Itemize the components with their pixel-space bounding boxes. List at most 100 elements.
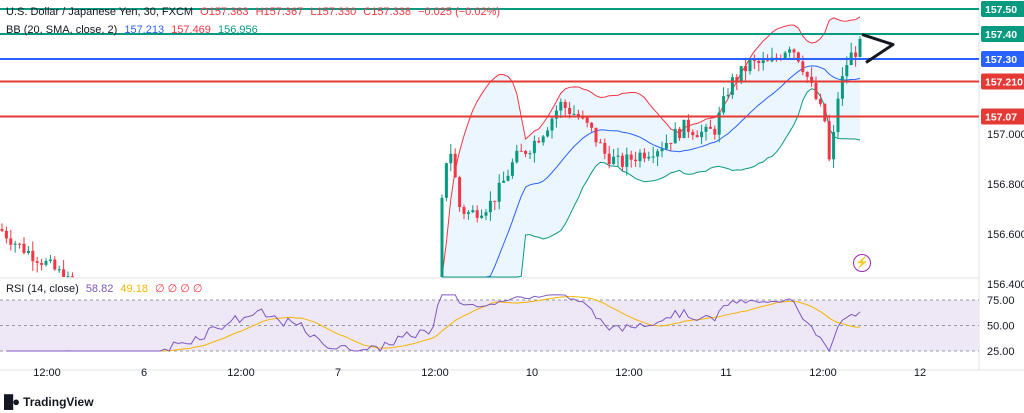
candle-body <box>598 142 602 144</box>
candle <box>761 51 765 71</box>
candle-body <box>572 113 576 115</box>
rsi-tick-label: 50.00 <box>987 321 1015 333</box>
candle-body <box>546 130 550 137</box>
candle-body <box>35 261 39 263</box>
candle <box>616 147 620 167</box>
candle-body <box>603 142 607 154</box>
candle-body <box>590 122 594 128</box>
candle <box>524 149 528 158</box>
candle-body <box>805 72 809 77</box>
candle-body <box>704 126 708 132</box>
candle-body <box>845 65 849 77</box>
candle-body <box>506 175 510 181</box>
candle-body <box>744 66 748 72</box>
candle-body <box>26 250 30 253</box>
candle-body <box>660 148 664 152</box>
candle-body <box>48 259 52 261</box>
candle-body <box>9 238 13 245</box>
candle <box>810 67 814 87</box>
candle <box>708 119 712 129</box>
candle <box>722 87 726 115</box>
candle-body <box>594 127 598 143</box>
rsi-label: RSI (14, close) <box>6 283 79 295</box>
candle <box>515 144 519 164</box>
ohlc-open: O157.363 <box>200 6 249 18</box>
tradingview-logo[interactable]: █● TradingView <box>4 394 94 409</box>
level-label: 157.30 <box>985 54 1017 66</box>
candle <box>466 210 470 220</box>
candle-body <box>656 151 660 157</box>
candle-body <box>57 269 61 271</box>
candle-body <box>748 60 752 72</box>
candle <box>634 151 638 167</box>
candle-body <box>480 215 484 218</box>
candle-body <box>607 153 611 165</box>
candle <box>35 256 39 273</box>
candle <box>818 93 822 107</box>
candle <box>598 139 602 144</box>
candle <box>695 130 699 138</box>
candle-body <box>53 259 57 270</box>
candle-body <box>620 155 624 167</box>
candle-body <box>761 60 765 64</box>
candle <box>717 106 721 143</box>
candle <box>796 51 800 64</box>
candle <box>612 149 616 165</box>
rsi-ma-value: 49.18 <box>120 283 148 295</box>
bb-lower-line <box>442 88 861 278</box>
bb-upper-value: 157.469 <box>171 24 211 36</box>
candle-body <box>735 77 739 81</box>
candle <box>673 122 677 144</box>
candle-body <box>818 98 822 104</box>
candle-body <box>691 131 695 136</box>
candle-body <box>484 212 488 216</box>
candle-body <box>642 152 646 159</box>
tv-logo-icon: █● <box>4 394 20 409</box>
candle-body <box>814 82 818 99</box>
candle <box>581 110 585 120</box>
level-label: 157.40 <box>985 29 1017 41</box>
candle <box>585 116 589 128</box>
candle <box>607 145 611 169</box>
x-tick-label: 11 <box>720 367 731 379</box>
candle-body <box>823 103 827 122</box>
candle-body <box>524 151 528 154</box>
candle <box>528 150 532 159</box>
x-tick-label: 12:00 <box>615 367 643 379</box>
candle-body <box>682 119 686 139</box>
candle <box>744 57 748 82</box>
arrow-annotation <box>861 33 895 64</box>
candle <box>823 103 827 123</box>
level-badge <box>981 73 1024 90</box>
candle <box>700 124 704 145</box>
tv-logo-text: TradingView <box>23 394 94 409</box>
x-tick-label: 10 <box>526 367 538 379</box>
candle <box>682 119 686 139</box>
candle <box>669 142 673 151</box>
candle-body <box>550 118 554 131</box>
candle <box>484 209 488 220</box>
price-tick-label: 157.000 <box>987 129 1024 141</box>
lightning-icon[interactable]: ⚡ <box>853 254 871 272</box>
x-tick-label: 12:00 <box>421 367 449 379</box>
candle-body <box>616 155 620 157</box>
level-badge <box>981 108 1024 125</box>
bb-basis-line <box>442 65 861 278</box>
candle <box>471 205 475 214</box>
candle <box>449 144 453 172</box>
bb-legend: BB (20, SMA, close, 2) 157.213 157.469 1… <box>6 24 262 36</box>
candle <box>70 272 74 278</box>
candle-body <box>647 156 651 159</box>
candle-body <box>669 142 673 144</box>
rsi-tick-label: 25.00 <box>987 346 1015 358</box>
candle <box>502 171 506 183</box>
price-tick-label: 156.800 <box>987 179 1024 191</box>
candle <box>713 125 717 140</box>
candle <box>691 129 695 140</box>
candle-body <box>497 182 501 202</box>
candle-body <box>62 269 66 277</box>
candle <box>788 46 792 58</box>
candle-body <box>796 52 800 62</box>
candle <box>4 226 8 244</box>
